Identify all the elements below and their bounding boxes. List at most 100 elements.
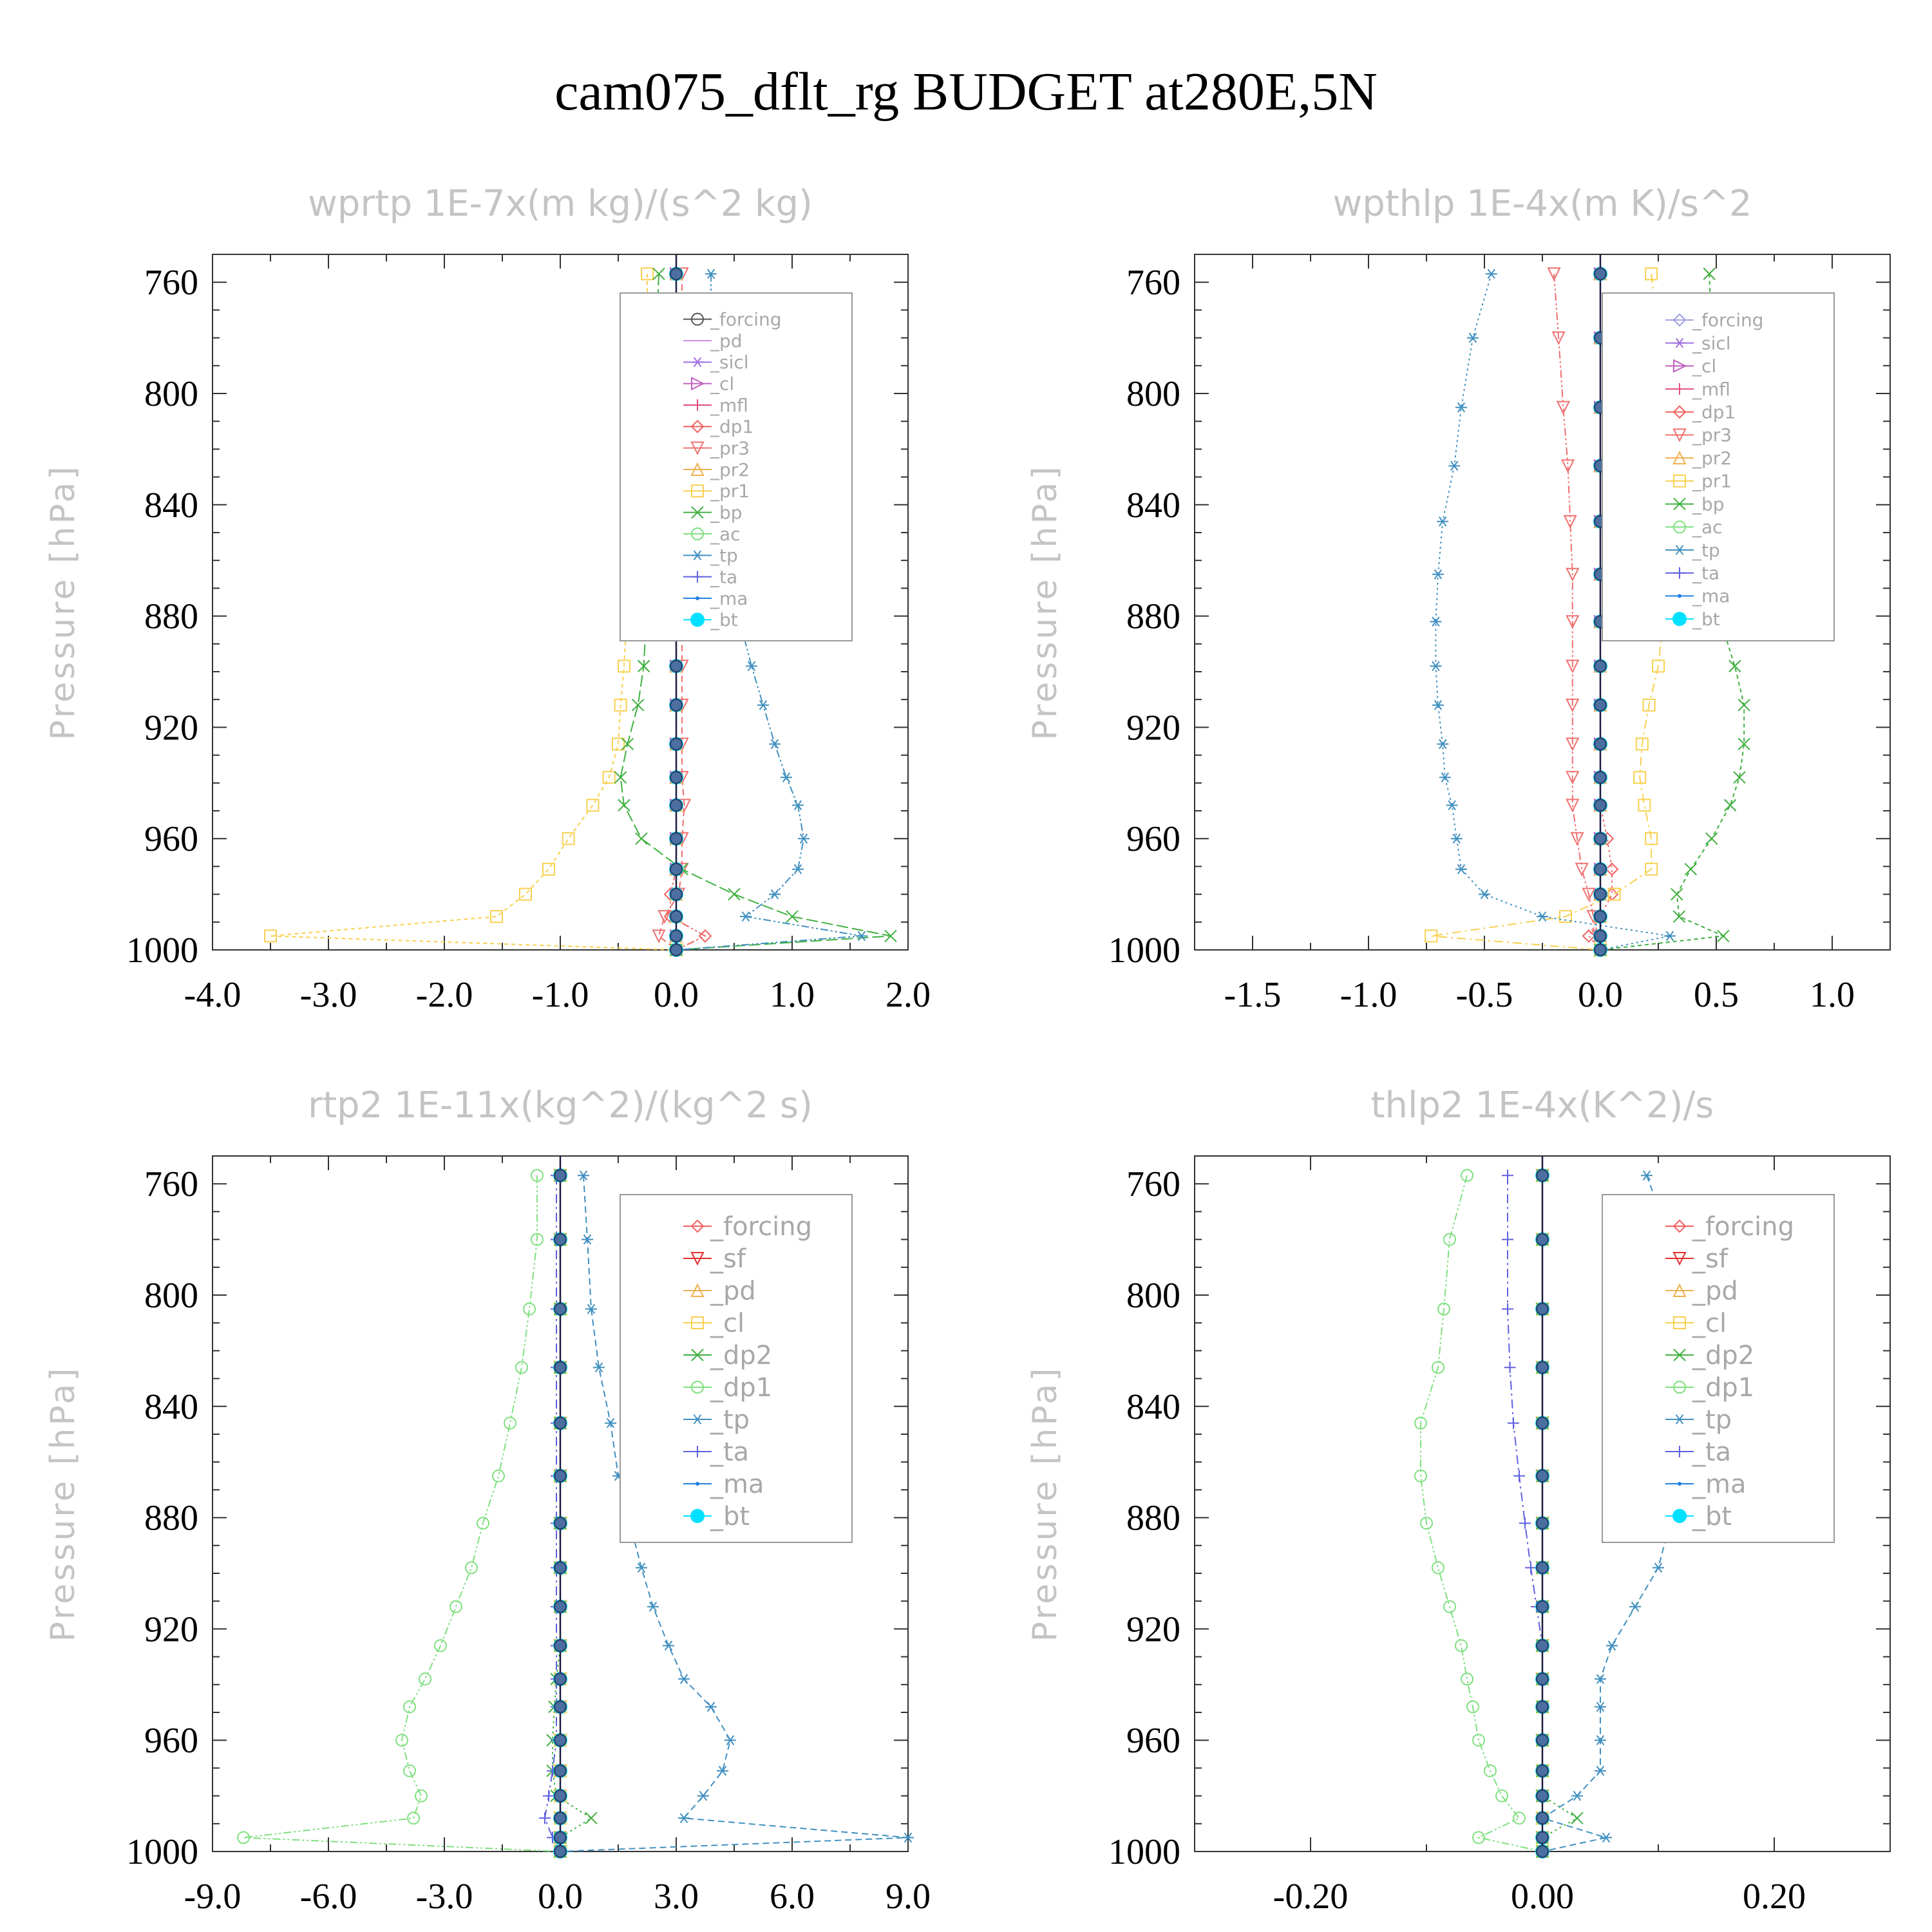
overlap-point [670,832,683,846]
y-tick-label: 840 [1126,486,1180,526]
data-point [690,1283,705,1297]
x-tick-label: 1.0 [770,975,815,1015]
overlap-point [670,910,683,923]
data-point [1502,1170,1513,1182]
overlap-point [554,1764,567,1777]
data-point [1606,1640,1618,1651]
data-point [1563,515,1577,529]
y-tick-label: 800 [144,374,198,414]
legend-label: _sf [1692,1244,1728,1274]
data-point [515,1361,528,1374]
data-point [769,739,781,750]
figure-title: cam075_dflt_rg BUDGET at280E,5N [554,62,1378,122]
legend-label: _sf [710,1244,746,1274]
y-tick-label: 800 [1126,374,1180,414]
y-tick-label: 1000 [1108,1832,1180,1872]
data-point [1432,1561,1444,1575]
y-tick-label: 760 [1126,1164,1180,1204]
x-tick-label: 0.0 [1578,975,1623,1015]
data-point [542,862,555,876]
data-point [419,1672,431,1686]
data-point [691,1316,704,1329]
data-point [531,1169,544,1182]
legend-box [1602,1194,1835,1543]
data-point [1673,359,1687,373]
panel-title: wprtp 1E-7x(m kg)/(s^2 kg) [308,183,813,225]
y-tick-label: 920 [144,1609,198,1649]
legend-label: _forcing [710,308,782,330]
data-point [264,929,277,943]
data-point [1673,474,1686,488]
data-point [1414,1469,1427,1482]
overlap-point [1536,1361,1549,1374]
data-point [612,737,625,751]
data-point [1633,771,1647,784]
data-point [691,1381,704,1394]
data-point [636,1562,647,1573]
overlap-point [554,1639,567,1653]
y-tick-label: 920 [144,708,198,748]
data-point [652,267,665,280]
data-point [884,929,897,943]
y-tick-label: 1000 [126,931,198,971]
data-point [1653,1562,1664,1573]
data-point [1566,567,1580,582]
data-point [1652,659,1665,673]
data-point [490,910,503,923]
data-point [902,1832,914,1843]
overlap-point [554,1672,567,1686]
data-point [698,929,712,943]
legend-box [620,1194,853,1543]
legend-label: _pr2 [710,459,750,480]
data-point [652,929,666,943]
series-dp1 [1414,1169,1549,1858]
data-point [691,484,704,498]
data-point [1472,1734,1485,1747]
data-point [543,1790,554,1802]
legend-label: _dp2 [710,1341,772,1370]
data-point [1502,1303,1513,1315]
data-point [692,1446,703,1457]
data-point [1672,910,1686,923]
overlap-point [1594,832,1607,846]
data-point [1513,1470,1525,1482]
x-tick-label: 1.0 [1810,975,1855,1015]
legend: _forcing_sf_pd _cl _dp2 _dp1_tp_ta _ma _bt [1602,1194,1835,1543]
data-point [1566,659,1580,674]
data-point [1485,269,1497,279]
legend-label: _ma [1692,1470,1746,1499]
data-point [1551,331,1566,345]
legend-label: _tp [1692,540,1720,561]
data-point [237,1831,250,1844]
y-tick-label: 880 [1126,1499,1180,1539]
legend-label: _tp [710,1405,750,1435]
panel-title: rtp2 1E-11x(kg^2)/(kg^2 s) [308,1084,813,1126]
data-point [1582,887,1596,902]
data-point [690,419,705,433]
overlap-point [1594,943,1607,956]
data-point [1673,1316,1686,1329]
y-tick-label: 760 [1126,263,1180,303]
legend-label: _forcing [1692,1212,1794,1242]
y-axis-label: Pressure [hPa] [1026,1366,1065,1642]
x-tick-label: 0.00 [1511,1877,1574,1917]
data-point [1672,405,1687,419]
data-point [1559,910,1572,923]
data-point [578,1170,589,1181]
y-tick-label: 840 [144,486,198,526]
legend-label: _pr1 [1692,471,1732,492]
series-tp [1430,269,1676,955]
overlap-point [1594,910,1607,923]
legend: _forcing_pd_sicl_cl_mfl_dp1_pr3_pr2_pr1_… [620,292,853,641]
overlap-point [1536,1764,1549,1777]
data-point [792,800,804,811]
data-point [1443,1600,1456,1613]
overlap-point [1536,1169,1549,1182]
data-point [1678,1482,1681,1486]
chart-panel-2: wpthlp 1E-4x(m K)/s^2 Pressure [hPa] 760 80… [1026,183,1891,1015]
legend: _forcing_sicl_cl_mfl_dp1_pr3_pr2_pr1_bp_… [1602,292,1835,641]
data-point [1502,1233,1513,1245]
y-tick-label: 760 [144,1164,198,1204]
data-point [593,1362,605,1373]
